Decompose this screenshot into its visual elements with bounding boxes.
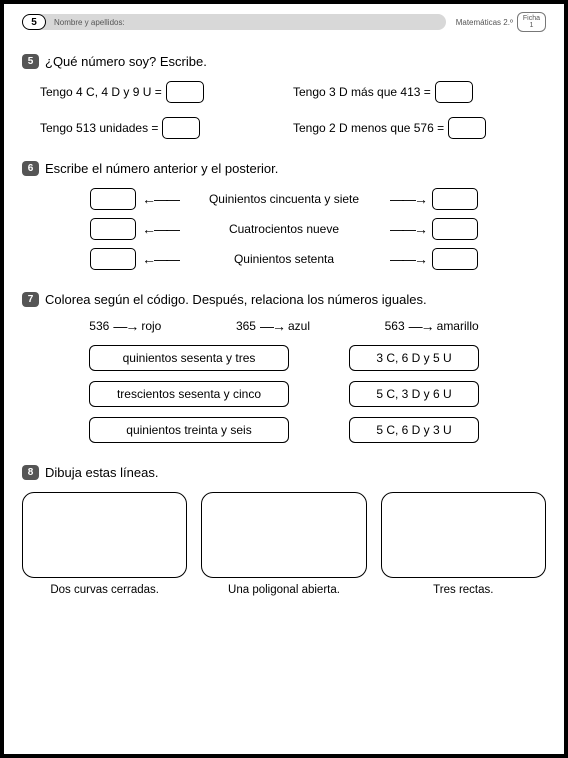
- ex5-item: Tengo 3 D más que 413 =: [293, 81, 546, 103]
- drawing-box[interactable]: [381, 492, 546, 578]
- exercise-7: 7 Colorea según el código. Después, rela…: [22, 292, 546, 443]
- arrow-right-icon: [390, 192, 426, 206]
- draw-area: Una poligonal abierta.: [201, 492, 366, 596]
- arrow-right-icon: [113, 319, 137, 333]
- exercise-prompt: ¿Qué número soy? Escribe.: [45, 54, 207, 69]
- answer-box[interactable]: [435, 81, 473, 103]
- exercise-prompt: Escribe el número anterior y el posterio…: [45, 161, 278, 176]
- ex5-text: Tengo 3 D más que 413 =: [293, 85, 431, 99]
- ex6-rows: Quinientos cincuenta y siete Cuatrocient…: [22, 188, 546, 270]
- arrow-left-icon: [142, 252, 178, 266]
- exercise-prompt: Dibuja estas líneas.: [45, 465, 158, 480]
- ex6-row: Quinientos cincuenta y siete: [42, 188, 526, 210]
- name-field-label: Nombre y apellidos:: [40, 14, 446, 30]
- page-number: 5: [22, 14, 46, 30]
- draw-area: Dos curvas cerradas.: [22, 492, 187, 596]
- draw-area: Tres rectas.: [381, 492, 546, 596]
- ex5-text: Tengo 2 D menos que 576 =: [293, 121, 444, 135]
- legend-num: 563: [385, 319, 405, 333]
- match-box[interactable]: 5 C, 3 D y 6 U: [349, 381, 479, 407]
- arrow-right-icon: [409, 319, 433, 333]
- exercise-prompt: Colorea según el código. Después, relaci…: [45, 292, 427, 307]
- legend-color: amarillo: [437, 319, 479, 333]
- ex6-label: Quinientos cincuenta y siete: [184, 192, 384, 206]
- match-box[interactable]: 3 C, 6 D y 5 U: [349, 345, 479, 371]
- drawing-caption: Tres rectas.: [433, 584, 493, 596]
- ex5-text: Tengo 513 unidades =: [40, 121, 158, 135]
- match-box[interactable]: quinientos treinta y seis: [89, 417, 289, 443]
- drawing-box[interactable]: [201, 492, 366, 578]
- ex6-row: Cuatrocientos nueve: [42, 218, 526, 240]
- ex7-columns: quinientos sesenta y tres trescientos se…: [22, 345, 546, 443]
- subject-label: Matemáticas 2.º: [456, 18, 513, 27]
- answer-box-before[interactable]: [90, 248, 136, 270]
- exercise-badge: 7: [22, 292, 39, 307]
- answer-box-before[interactable]: [90, 218, 136, 240]
- ex6-label: Quinientos setenta: [184, 252, 384, 266]
- exercise-badge: 5: [22, 54, 39, 69]
- exercise-title: 6 Escribe el número anterior y el poster…: [22, 161, 546, 176]
- answer-box[interactable]: [448, 117, 486, 139]
- answer-box-after[interactable]: [432, 218, 478, 240]
- exercise-title: 5 ¿Qué número soy? Escribe.: [22, 54, 546, 69]
- answer-box-after[interactable]: [432, 248, 478, 270]
- ex7-legend: 536 rojo 365 azul 563 amarillo: [22, 319, 546, 333]
- match-box[interactable]: 5 C, 6 D y 3 U: [349, 417, 479, 443]
- drawing-box[interactable]: [22, 492, 187, 578]
- exercise-5: 5 ¿Qué número soy? Escribe. Tengo 4 C, 4…: [22, 54, 546, 139]
- legend-color: azul: [288, 319, 310, 333]
- answer-box-before[interactable]: [90, 188, 136, 210]
- ex8-row: Dos curvas cerradas. Una poligonal abier…: [22, 492, 546, 596]
- exercise-badge: 8: [22, 465, 39, 480]
- arrow-right-icon: [260, 319, 284, 333]
- ex6-label: Cuatrocientos nueve: [184, 222, 384, 236]
- match-box[interactable]: quinientos sesenta y tres: [89, 345, 289, 371]
- arrow-left-icon: [142, 222, 178, 236]
- answer-box[interactable]: [162, 117, 200, 139]
- legend-num: 536: [89, 319, 109, 333]
- arrow-right-icon: [390, 222, 426, 236]
- ex7-right-col: 3 C, 6 D y 5 U 5 C, 3 D y 6 U 5 C, 6 D y…: [349, 345, 479, 443]
- legend-item: 365 azul: [236, 319, 310, 333]
- exercise-title: 8 Dibuja estas líneas.: [22, 465, 546, 480]
- ex7-left-col: quinientos sesenta y tres trescientos se…: [89, 345, 289, 443]
- legend-item: 563 amarillo: [385, 319, 479, 333]
- drawing-caption: Dos curvas cerradas.: [50, 584, 159, 596]
- exercise-title: 7 Colorea según el código. Después, rela…: [22, 292, 546, 307]
- drawing-caption: Una poligonal abierta.: [228, 584, 340, 596]
- exercise-8: 8 Dibuja estas líneas. Dos curvas cerrad…: [22, 465, 546, 596]
- ficha-number: 1: [523, 22, 540, 29]
- ex5-item: Tengo 4 C, 4 D y 9 U =: [40, 81, 293, 103]
- legend-num: 365: [236, 319, 256, 333]
- ficha-label: Ficha: [523, 15, 540, 22]
- exercise-6: 6 Escribe el número anterior y el poster…: [22, 161, 546, 270]
- ex5-text: Tengo 4 C, 4 D y 9 U =: [40, 85, 162, 99]
- ficha-badge: Ficha 1: [517, 12, 546, 32]
- exercise-badge: 6: [22, 161, 39, 176]
- answer-box-after[interactable]: [432, 188, 478, 210]
- ex5-grid: Tengo 4 C, 4 D y 9 U = Tengo 3 D más que…: [22, 81, 546, 139]
- answer-box[interactable]: [166, 81, 204, 103]
- legend-color: rojo: [141, 319, 161, 333]
- arrow-left-icon: [142, 192, 178, 206]
- ex6-row: Quinientos setenta: [42, 248, 526, 270]
- worksheet-header: 5 Nombre y apellidos: Matemáticas 2.º Fi…: [22, 12, 546, 32]
- ex5-item: Tengo 513 unidades =: [40, 117, 293, 139]
- legend-item: 536 rojo: [89, 319, 161, 333]
- ex5-item: Tengo 2 D menos que 576 =: [293, 117, 546, 139]
- match-box[interactable]: trescientos sesenta y cinco: [89, 381, 289, 407]
- arrow-right-icon: [390, 252, 426, 266]
